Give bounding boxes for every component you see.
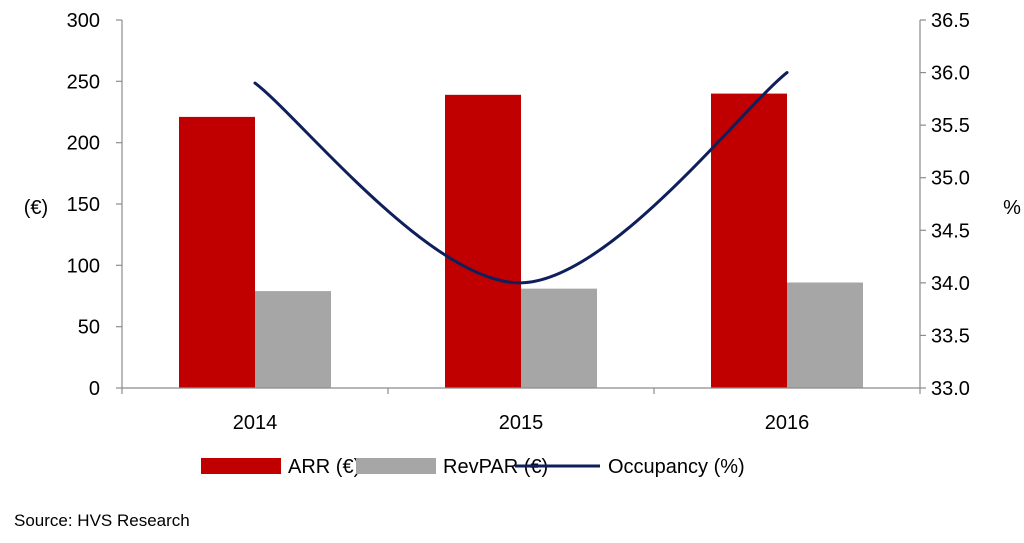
source-note: Source: HVS Research — [14, 511, 190, 530]
legend-label-revpar: RevPAR (€) — [443, 456, 548, 478]
legend: ARR (€) RevPAR (€) Occupancy (%) — [201, 456, 745, 478]
bar-arr-2015 — [445, 94, 521, 389]
occupancy-line — [253, 71, 789, 285]
right-tick-label: 35.0 — [931, 168, 970, 190]
x-tick-label-2014: 2014 — [233, 412, 278, 434]
left-axis-title: (€) — [24, 197, 48, 219]
left-tick-label: 250 — [67, 71, 100, 93]
left-tick-label: 150 — [67, 194, 100, 216]
bar-revpar-2016 — [787, 282, 863, 388]
right-tick-label: 34.5 — [931, 220, 970, 242]
bar-arr-2014 — [179, 116, 255, 388]
right-tick-label: 36.5 — [931, 10, 970, 32]
left-tick-label: 0 — [89, 378, 100, 400]
bar-arr-2016 — [711, 93, 787, 388]
legend-label-occupancy: Occupancy (%) — [608, 456, 745, 478]
legend-swatch-arr — [201, 458, 281, 474]
right-tick-label: 33.0 — [931, 378, 970, 400]
x-tick-label-2016: 2016 — [765, 412, 810, 434]
right-tick-label: 35.5 — [931, 115, 970, 137]
right-tick-label: 33.5 — [931, 325, 970, 347]
left-tick-label: 50 — [78, 317, 100, 339]
left-tick-label: 300 — [67, 10, 100, 32]
right-tick-label: 36.0 — [931, 63, 970, 85]
bar-revpar-2015 — [521, 288, 597, 388]
left-tick-label: 100 — [67, 255, 100, 277]
legend-swatch-revpar — [356, 458, 436, 474]
occupancy-line-layer — [253, 71, 789, 285]
left-tick-label: 200 — [67, 133, 100, 155]
bars-layer — [179, 93, 863, 389]
right-axis-title: % — [1003, 197, 1021, 219]
bar-revpar-2014 — [255, 291, 331, 388]
legend-label-arr: ARR (€) — [288, 456, 360, 478]
right-tick-label: 34.0 — [931, 273, 970, 295]
x-tick-label-2015: 2015 — [499, 412, 544, 434]
axes-layer: 0 50 100 150 200 250 300 33.0 33.5 34.0 34.5 35.0 35… — [67, 10, 970, 434]
